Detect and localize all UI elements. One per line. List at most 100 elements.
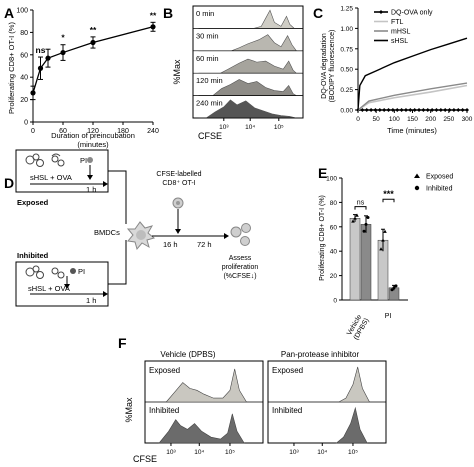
e-data-point bbox=[381, 238, 385, 242]
f-histogram bbox=[335, 406, 368, 444]
e-data-point bbox=[392, 286, 396, 290]
antigen-cluster-icon bbox=[25, 153, 65, 167]
f-xtick-label: 10³ bbox=[289, 449, 299, 456]
c-data-point bbox=[395, 108, 400, 112]
panel-letter-b: B bbox=[163, 5, 173, 21]
b-row-label: 30 min bbox=[196, 31, 219, 40]
c-data-point bbox=[382, 108, 387, 112]
f-xtick-label: 10⁴ bbox=[194, 449, 204, 456]
e-significance-label: *** bbox=[383, 189, 394, 199]
time-72h: 72 h bbox=[197, 240, 212, 249]
inhibited-pi-label: PI bbox=[78, 267, 85, 276]
c-data-point bbox=[465, 108, 469, 112]
f-xtick-label: 10⁴ bbox=[317, 449, 327, 456]
proliferated-cells-icon bbox=[230, 223, 251, 246]
assess-label-2: proliferation bbox=[222, 264, 259, 271]
f-row-inhibited-2: Inhibited bbox=[272, 406, 302, 415]
c-plot-area bbox=[356, 37, 469, 112]
e-data-point bbox=[366, 216, 370, 220]
exposed-time: 1 h bbox=[86, 185, 96, 194]
f-row-exposed-2: Exposed bbox=[272, 366, 303, 375]
bmdc-cell-icon bbox=[126, 221, 156, 251]
b-row-label: 60 min bbox=[196, 54, 219, 63]
e-data-point bbox=[379, 247, 383, 251]
e-data-point bbox=[353, 216, 357, 220]
c-data-point bbox=[438, 108, 443, 112]
a-significance-label: * bbox=[61, 33, 65, 43]
a-ytick-label: 0 bbox=[24, 120, 28, 127]
exposed-label: Exposed bbox=[17, 198, 49, 207]
e-legend-label: Exposed bbox=[426, 174, 453, 181]
inhibited-timeline-head bbox=[103, 291, 108, 297]
e-ytick-label: 100 bbox=[326, 176, 337, 183]
b-xlabel: CFSE bbox=[198, 131, 222, 141]
t-cell-arrowhead bbox=[175, 229, 181, 234]
a-xtick-label: 0 bbox=[31, 128, 35, 135]
a-plot-area: ns***** bbox=[30, 10, 157, 101]
e-significance-bracket bbox=[354, 206, 367, 210]
c-series-line bbox=[357, 82, 468, 111]
a-significance-label: ** bbox=[150, 10, 157, 20]
f-histogram bbox=[165, 368, 248, 403]
c-data-point bbox=[377, 108, 382, 112]
f-ylabel: %Max bbox=[124, 397, 134, 423]
b-ylabel: %Max bbox=[172, 59, 182, 85]
e-bar bbox=[349, 218, 361, 301]
c-data-point bbox=[430, 108, 435, 112]
c-data-point bbox=[443, 108, 448, 112]
c-xtick-label: 250 bbox=[443, 116, 454, 123]
e-ylabel: Proliferating CD8+ OT-I (%) bbox=[319, 195, 326, 281]
a-y-ticks: 0 20 40 60 80 100 bbox=[16, 8, 33, 127]
b-histogram bbox=[198, 79, 303, 96]
c-y-ticks: 0.00 0.25 0.50 0.75 1.00 1.25 bbox=[340, 6, 358, 115]
c-data-point bbox=[390, 108, 395, 112]
f-row-inhibited-1: Inhibited bbox=[149, 406, 179, 415]
c-legend-label: DQ-OVA only bbox=[391, 10, 433, 17]
c-data-point bbox=[408, 108, 413, 112]
a-ytick-label: 60 bbox=[20, 52, 28, 59]
f-histogram bbox=[158, 413, 245, 444]
c-ylabel-line1: DQ-OVA degradation bbox=[321, 33, 328, 99]
b-row-label: 0 min bbox=[196, 9, 214, 18]
inhibited-mix-label: sHSL + OVA bbox=[28, 284, 70, 293]
c-data-point bbox=[425, 108, 430, 112]
c-data-point bbox=[412, 108, 417, 112]
timeline-72h-head bbox=[224, 233, 229, 239]
a-xtick-label: 120 bbox=[87, 128, 99, 135]
e-legend-label: Inhibited bbox=[426, 186, 453, 193]
c-data-point bbox=[403, 108, 408, 112]
panel-d: D sHSL + OVA PI 1 h Exposed Inhibited bbox=[4, 149, 259, 307]
c-x-ticks: 0 50 100 150 200 250 300 bbox=[356, 110, 473, 123]
exposed-connector bbox=[108, 170, 127, 224]
e-bar bbox=[360, 224, 372, 301]
c-legend-marker bbox=[379, 10, 383, 14]
exposed-mix-label: sHSL + OVA bbox=[30, 173, 72, 182]
panel-letter-e: E bbox=[318, 165, 327, 181]
c-data-point bbox=[456, 108, 461, 112]
c-data-point bbox=[421, 108, 426, 112]
b-x-ticks: 10³ 10⁴ 10⁵ bbox=[219, 118, 284, 131]
c-data-point bbox=[373, 108, 378, 112]
b-xtick-label: 10⁴ bbox=[245, 124, 255, 131]
a-ytick-label: 20 bbox=[20, 97, 28, 104]
e-data-point bbox=[355, 213, 359, 217]
c-data-point bbox=[360, 108, 365, 112]
f-xtick-label: 10⁵ bbox=[225, 449, 235, 456]
e-legend-marker bbox=[414, 185, 420, 191]
f-column-vehicle: Vehicle (DPBS) bbox=[160, 350, 215, 359]
e-plot-area: ns *** bbox=[349, 189, 400, 301]
panel-letter-a: A bbox=[4, 5, 14, 21]
c-data-point bbox=[369, 108, 374, 112]
panel-a: A Proliferating CD8+ OT-I (%) 0 20 40 60 80 1… bbox=[4, 5, 159, 149]
panel-b: B %Max 0 min 30 min 60 min 120 min 240 min 1… bbox=[163, 5, 304, 141]
a-xtick-label: 240 bbox=[147, 128, 159, 135]
a-xlabel-line2: (minutes) bbox=[77, 140, 109, 149]
c-xlabel: Time (minutes) bbox=[387, 126, 437, 135]
a-x-ticks: 0 60 120 180 240 bbox=[31, 122, 159, 135]
a-ytick-label: 100 bbox=[16, 8, 28, 15]
c-data-point bbox=[364, 108, 369, 112]
c-ytick-label: 1.25 bbox=[340, 6, 353, 13]
a-data-point bbox=[60, 49, 66, 56]
f-histogram bbox=[338, 366, 370, 403]
c-data-point bbox=[451, 108, 456, 112]
